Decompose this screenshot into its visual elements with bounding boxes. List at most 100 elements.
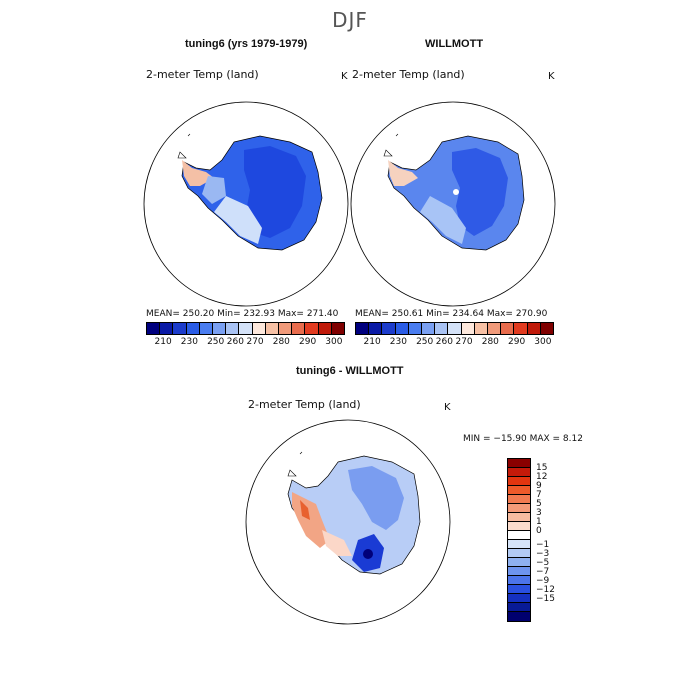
colorbar-obs-tick-label: 280 xyxy=(481,337,499,347)
colorbar-model-swatch xyxy=(252,323,266,334)
panel-stats-obs: MEAN= 250.61 Min= 234.64 Max= 270.90 xyxy=(355,309,548,319)
colorbar-obs-swatch xyxy=(461,323,475,334)
colorbar-model-swatch xyxy=(318,323,332,334)
colorbar-obs-tick-label: 230 xyxy=(389,337,407,347)
colorbar-model-swatch xyxy=(226,323,240,334)
colorbar-model-swatch xyxy=(292,323,306,334)
colorbar-model-tick-label: 280 xyxy=(272,337,290,347)
colorbar-difference-label: 7 xyxy=(536,490,542,500)
colorbar-obs-tick-label: 290 xyxy=(508,337,526,347)
colorbar-difference xyxy=(507,458,531,622)
colorbar-ticks-model: 210 230 250 260 270 280 290 300 xyxy=(146,337,343,349)
colorbar-obs-swatch xyxy=(369,323,383,334)
colorbar-difference-swatch xyxy=(508,468,530,477)
colorbar-difference-label: 1 xyxy=(536,517,542,527)
colorbar-obs-swatch xyxy=(408,323,423,334)
colorbar-difference-label: −7 xyxy=(536,566,550,577)
colorbar-model-swatch xyxy=(147,323,161,334)
colorbar-model-tick-label: 270 xyxy=(246,337,264,347)
colorbar-difference-label: 5 xyxy=(536,499,542,509)
colorbar-model-swatch xyxy=(279,323,293,334)
colorbar-obs-swatch xyxy=(474,323,489,334)
colorbar-obs-swatch xyxy=(540,323,554,334)
colorbar-difference-swatch xyxy=(508,531,530,540)
colorbar-difference-swatch xyxy=(508,495,530,504)
colorbar-difference-label: −5 xyxy=(536,557,550,568)
colorbar-model-swatch xyxy=(213,323,227,334)
diff-title: tuning6 - WILLMOTT xyxy=(296,365,404,377)
colorbar-difference-label: 3 xyxy=(536,508,542,518)
panel-title-obs: WILLMOTT xyxy=(425,38,484,50)
colorbar-difference-label: 15 xyxy=(536,463,548,473)
colorbar-model-swatch xyxy=(331,323,345,334)
colorbar-difference-swatch xyxy=(508,549,530,558)
colorbar-difference-swatch xyxy=(508,540,530,549)
colorbar-model-tick-label: 290 xyxy=(299,337,317,347)
diff-unit: K xyxy=(444,402,451,413)
map-obs xyxy=(350,101,556,307)
colorbar-difference-label: 9 xyxy=(536,481,542,491)
colorbar-obs-swatch xyxy=(422,323,436,334)
map-model xyxy=(143,101,349,307)
colorbar-obs-tick-label: 270 xyxy=(455,337,473,347)
colorbar-obs-tick-label: 260 xyxy=(435,337,453,347)
colorbar-difference-label: −12 xyxy=(536,584,555,595)
colorbar-obs-swatch xyxy=(448,323,462,334)
colorbar-model-swatch xyxy=(160,323,174,334)
colorbar-difference-label: 12 xyxy=(536,472,548,482)
colorbar-model-swatch xyxy=(173,323,187,334)
colorbar-obs-swatch xyxy=(527,323,541,334)
panel-title-model: tuning6 (yrs 1979-1979) xyxy=(185,38,308,50)
panel-stats-model: MEAN= 250.20 Min= 232.93 Max= 271.40 xyxy=(146,309,339,319)
colorbar-difference-label: 0 xyxy=(536,526,542,536)
colorbar-difference-label: −3 xyxy=(536,548,550,559)
colorbar-model-swatch xyxy=(239,323,253,334)
colorbar-obs-swatch xyxy=(382,323,396,334)
colorbar-difference-swatch xyxy=(508,612,530,621)
colorbar-obs-swatch xyxy=(514,323,528,334)
colorbar-obs-tick-label: 210 xyxy=(363,337,381,347)
colorbar-obs-swatch xyxy=(488,323,502,334)
colorbar-model-tick-label: 260 xyxy=(226,337,244,347)
diff-minmax: MIN = −15.90 MAX = 8.12 xyxy=(463,434,583,444)
panel-variable-model: 2-meter Temp (land) xyxy=(146,68,259,81)
colorbar-model-swatch xyxy=(305,323,319,334)
colorbar-difference-swatch xyxy=(508,477,530,486)
colorbar-difference-swatch xyxy=(508,585,530,594)
colorbar-difference-swatch xyxy=(508,522,530,531)
colorbar-obs-swatch xyxy=(501,323,515,334)
colorbar-model-swatch xyxy=(186,323,200,334)
colorbar-difference-swatch xyxy=(508,558,530,567)
colorbar-difference-swatch xyxy=(508,513,530,522)
colorbar-model-swatch xyxy=(199,323,214,334)
colorbar-difference-swatch xyxy=(508,504,530,513)
colorbar-obs-swatch xyxy=(435,323,449,334)
panel-unit-obs: K xyxy=(548,71,555,82)
colorbar-difference-label: −15 xyxy=(536,593,555,604)
map-difference xyxy=(245,419,451,625)
colorbar-model-tick-label: 210 xyxy=(154,337,172,347)
colorbar-difference-swatch xyxy=(508,576,530,585)
colorbar-model-tick-label: 230 xyxy=(180,337,198,347)
colorbar-difference-label: −9 xyxy=(536,575,550,586)
colorbar-obs-swatch xyxy=(395,323,409,334)
colorbar-obs-swatch xyxy=(356,323,370,334)
panel-unit-model: K xyxy=(341,71,348,82)
colorbar-difference-swatch xyxy=(508,567,530,576)
colorbar-labels-difference: 15 12 9 7 5 3 1 0 −1 −3 −5 −7 −9 −12 −15 xyxy=(536,458,576,620)
panel-variable-obs: 2-meter Temp (land) xyxy=(352,68,465,81)
colorbar-difference-swatch xyxy=(508,486,530,495)
colorbar-model-tick-label: 250 xyxy=(207,337,225,347)
colorbar-difference-swatch xyxy=(508,603,530,612)
colorbar-obs-tick-label: 300 xyxy=(534,337,552,347)
colorbar-obs xyxy=(355,322,554,335)
colorbar-model-tick-label: 300 xyxy=(325,337,343,347)
colorbar-difference-label: −1 xyxy=(536,539,550,550)
colorbar-difference-swatch xyxy=(508,594,530,603)
colorbar-model xyxy=(146,322,345,335)
colorbar-obs-tick-label: 250 xyxy=(416,337,434,347)
diff-variable: 2-meter Temp (land) xyxy=(248,398,361,411)
colorbar-ticks-obs: 210 230 250 260 270 280 290 300 xyxy=(355,337,552,349)
colorbar-model-swatch xyxy=(265,323,280,334)
